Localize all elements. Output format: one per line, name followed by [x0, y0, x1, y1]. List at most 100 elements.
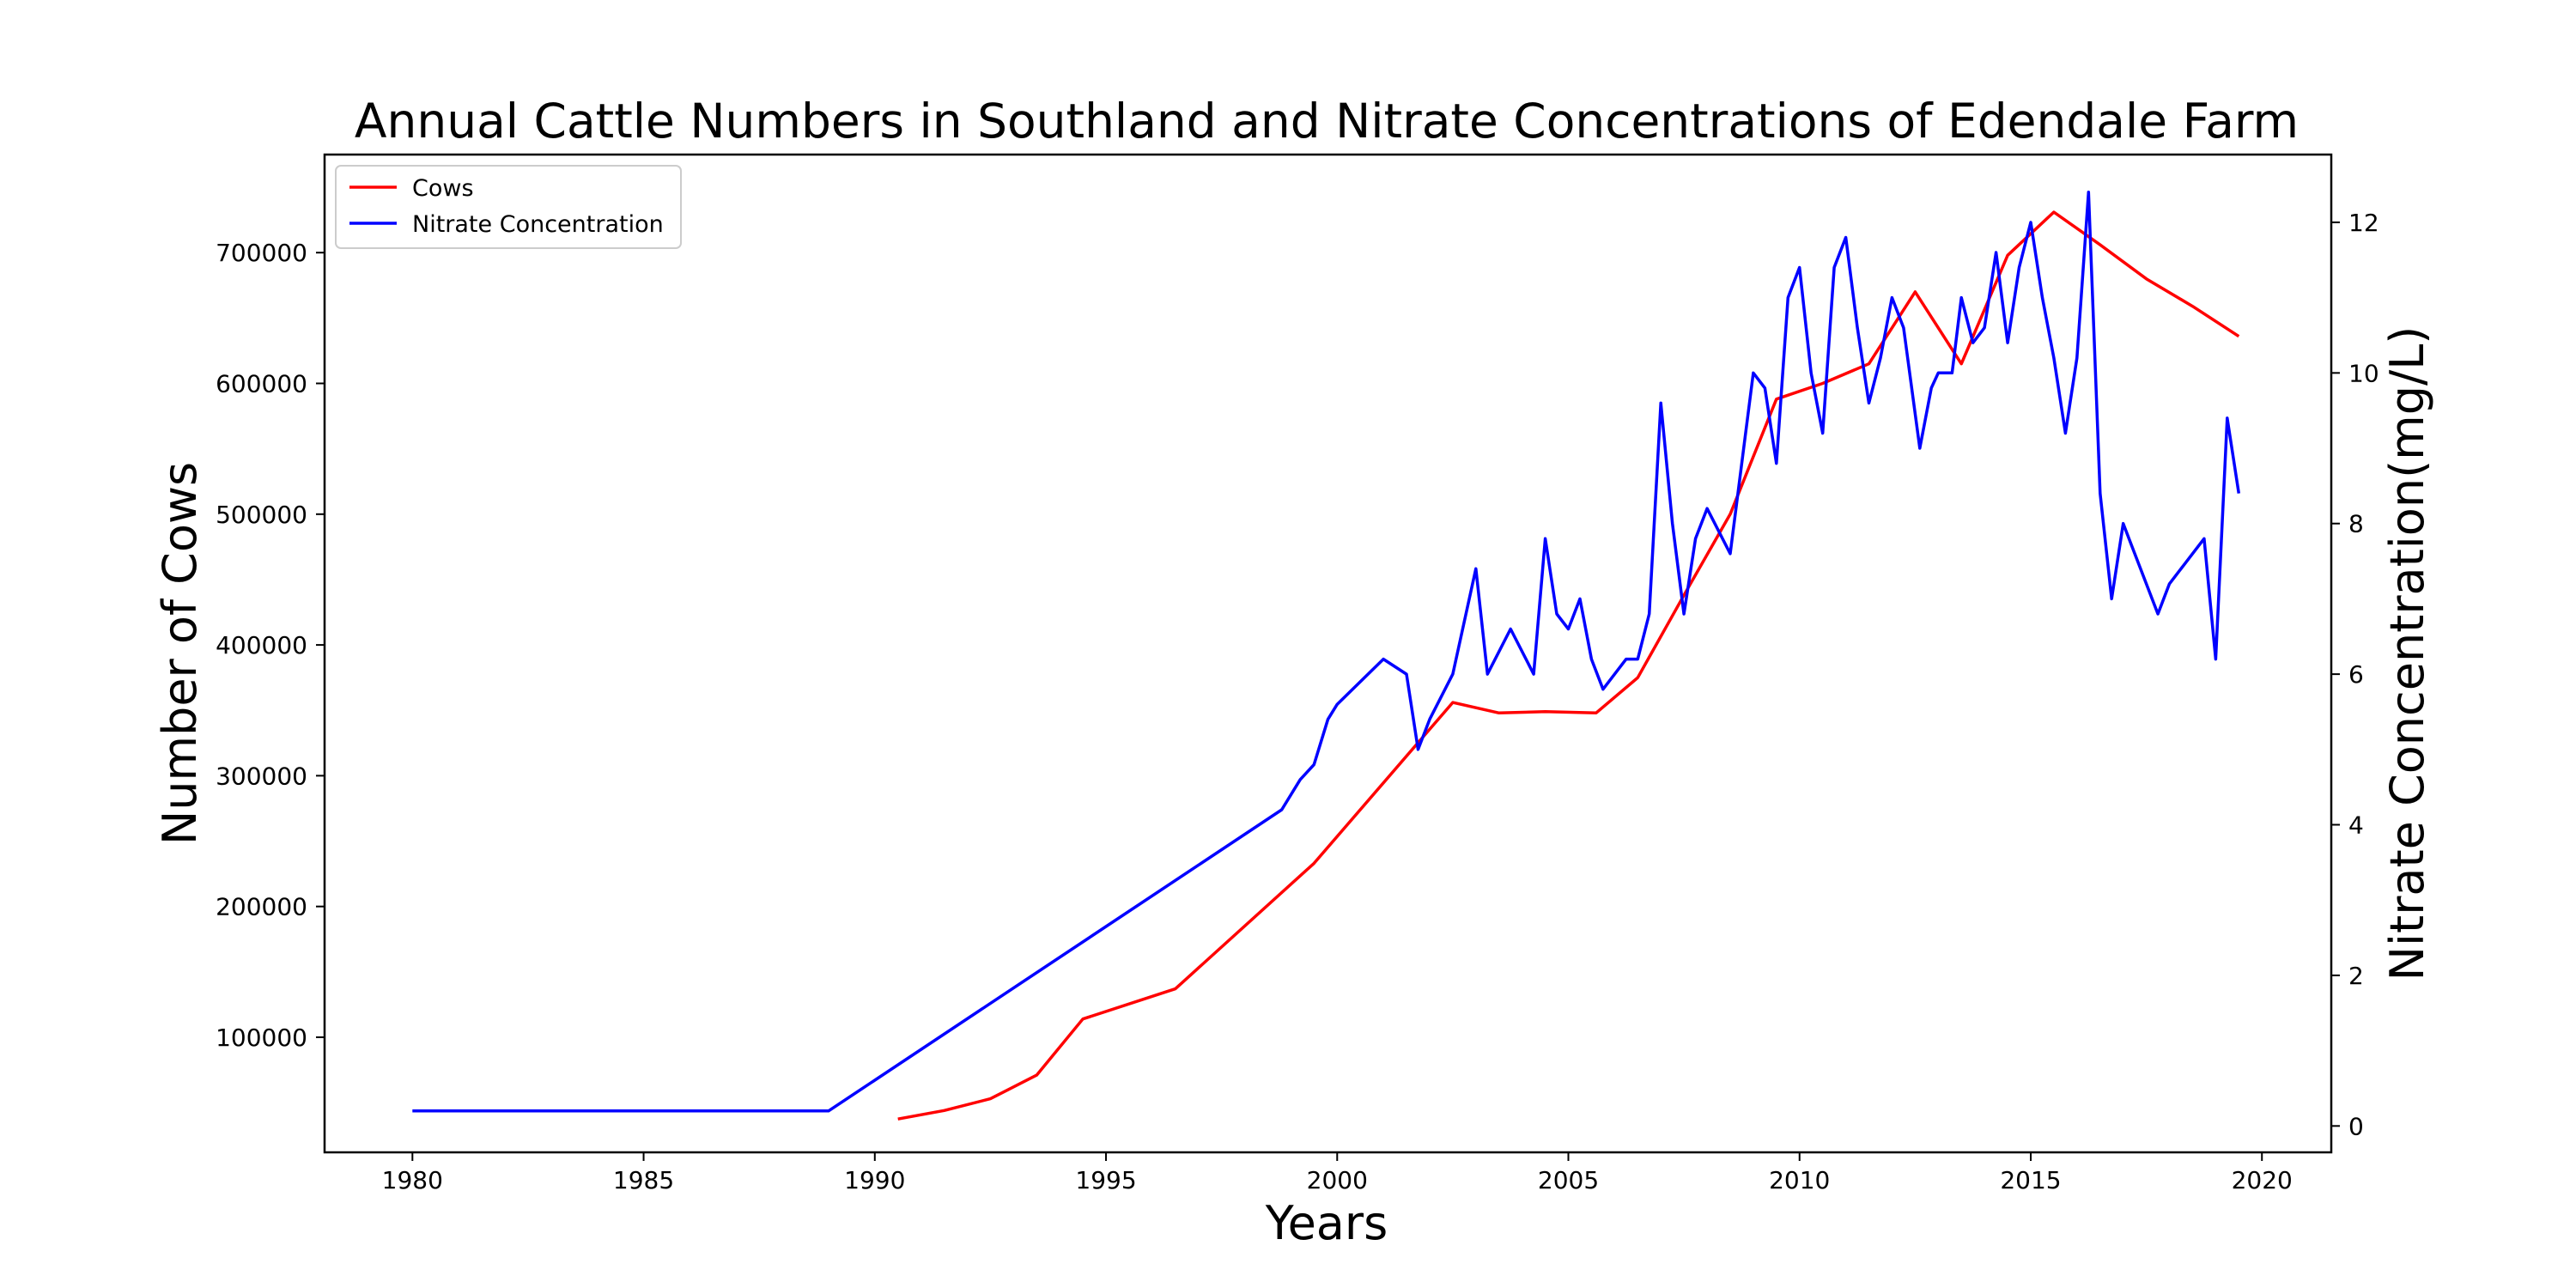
y-tick-label: 300000 — [216, 762, 307, 790]
data-point-nitrate-concentration — [1845, 236, 1847, 238]
data-point-cows — [2099, 244, 2101, 246]
data-point-nitrate-concentration — [1672, 523, 1674, 525]
data-point-nitrate-concentration — [1810, 372, 1812, 374]
legend-label-cows: Cows — [412, 175, 474, 202]
data-point-nitrate-concentration — [1382, 659, 1384, 660]
x-tick-label: 2010 — [1769, 1166, 1830, 1194]
data-point-nitrate-concentration — [411, 1110, 413, 1112]
data-point-nitrate-concentration — [2157, 613, 2159, 615]
chart-title: Annual Cattle Numbers in Southland and N… — [355, 94, 2299, 149]
x-tick-label: 2015 — [2000, 1166, 2061, 1194]
plot-lines — [411, 191, 2241, 1121]
data-point-nitrate-concentration — [1960, 297, 1962, 299]
y2-tick-label: 12 — [2348, 209, 2379, 237]
data-point-nitrate-concentration — [1972, 342, 1974, 343]
data-point-nitrate-concentration — [2227, 417, 2228, 419]
data-point-nitrate-concentration — [1919, 447, 1921, 449]
data-point-nitrate-concentration — [1510, 628, 1511, 629]
y2-tick-label: 4 — [2348, 811, 2364, 840]
y-tick-label: 200000 — [216, 893, 307, 921]
data-point-cows — [1452, 702, 1454, 703]
data-point-nitrate-concentration — [1776, 463, 1777, 465]
series-line-cows — [897, 210, 2240, 1121]
data-point-cows — [1683, 594, 1685, 596]
x-tick-label: 1980 — [382, 1166, 443, 1194]
data-point-cows — [1822, 383, 1824, 385]
data-point-cows — [1175, 988, 1176, 990]
data-point-cows — [2238, 336, 2239, 337]
data-point-cows — [1868, 363, 1870, 365]
y2-tick-label: 6 — [2348, 660, 2364, 689]
data-point-nitrate-concentration — [1930, 387, 1932, 389]
x-tick-label: 1995 — [1075, 1166, 1136, 1194]
data-point-nitrate-concentration — [2169, 583, 2171, 585]
data-point-nitrate-concentration — [2053, 357, 2055, 359]
data-point-nitrate-concentration — [2019, 267, 2020, 269]
y2-axis-ticks: 0 2 4 6 8 10 12 — [2331, 209, 2379, 1140]
data-point-nitrate-concentration — [2099, 493, 2101, 495]
y2-axis-label: Nitrate Concentration(mg/L) — [2380, 326, 2434, 981]
data-point-nitrate-concentration — [1299, 779, 1301, 781]
data-point-cows — [897, 1118, 899, 1120]
data-point-cows — [2007, 254, 2008, 256]
data-point-nitrate-concentration — [1903, 327, 1905, 329]
data-point-nitrate-concentration — [2111, 598, 2112, 599]
data-point-nitrate-concentration — [1937, 372, 1939, 374]
y-tick-label: 400000 — [216, 631, 307, 659]
data-point-cows — [1595, 712, 1597, 714]
x-tick-label: 1990 — [844, 1166, 905, 1194]
data-point-nitrate-concentration — [1695, 538, 1697, 539]
y-axis-ticks: 100000 200000 300000 400000 500000 600000 7000… — [216, 239, 325, 1052]
data-point-nitrate-concentration — [1637, 659, 1638, 660]
data-point-cows — [1036, 1074, 1037, 1076]
data-point-nitrate-concentration — [2064, 432, 2066, 434]
data-point-cows — [1498, 712, 1500, 714]
data-point-cows — [1637, 677, 1638, 678]
data-point-nitrate-concentration — [1706, 507, 1708, 509]
y-axis-label: Number of Cows — [153, 462, 207, 845]
legend-box — [335, 165, 682, 249]
data-point-nitrate-concentration — [1579, 598, 1581, 599]
data-point-nitrate-concentration — [1533, 673, 1534, 675]
data-point-cows — [1313, 862, 1315, 864]
series-line-nitrate-concentration — [412, 191, 2241, 1113]
data-point-cows — [1914, 291, 1916, 293]
data-point-cows — [2191, 306, 2193, 307]
data-point-cows — [1082, 1018, 1084, 1020]
data-point-nitrate-concentration — [1602, 689, 1604, 690]
x-tick-label: 2000 — [1307, 1166, 1368, 1194]
data-point-nitrate-concentration — [2007, 342, 2008, 343]
data-point-cows — [1960, 363, 1962, 365]
data-point-nitrate-concentration — [1753, 372, 1754, 374]
data-point-nitrate-concentration — [1868, 402, 1870, 404]
data-point-nitrate-concentration — [1545, 538, 1546, 539]
data-point-cows — [1545, 711, 1546, 713]
x-tick-label: 2005 — [1538, 1166, 1599, 1194]
data-point-nitrate-concentration — [1822, 432, 1824, 434]
y-tick-label: 600000 — [216, 370, 307, 398]
data-point-nitrate-concentration — [1729, 553, 1731, 555]
data-point-nitrate-concentration — [1568, 628, 1570, 629]
data-point-nitrate-concentration — [1336, 703, 1338, 705]
data-point-nitrate-concentration — [1556, 613, 1558, 615]
data-point-nitrate-concentration — [1313, 763, 1315, 765]
data-point-nitrate-concentration — [1486, 673, 1488, 675]
data-point-cows — [1729, 513, 1731, 515]
data-point-nitrate-concentration — [1951, 372, 1953, 374]
data-point-nitrate-concentration — [2087, 191, 2089, 193]
x-axis-ticks: 1980 1985 1990 1995 2000 2005 2010 2015 2020 — [382, 1152, 2293, 1194]
data-point-cows — [1776, 398, 1777, 400]
data-point-nitrate-concentration — [1613, 673, 1615, 675]
x-tick-label: 1985 — [613, 1166, 674, 1194]
data-point-nitrate-concentration — [1984, 327, 1985, 329]
legend: Cows Nitrate Concentration — [335, 165, 682, 249]
data-point-cows — [944, 1109, 945, 1111]
plot-frame — [323, 153, 2333, 1154]
y2-tick-label: 8 — [2348, 510, 2364, 538]
x-tick-label: 2020 — [2232, 1166, 2293, 1194]
y2-tick-label: 10 — [2348, 359, 2379, 387]
legend-label-nitrate: Nitrate Concentration — [412, 211, 664, 238]
y-tick-label: 700000 — [216, 239, 307, 267]
data-point-cows — [2053, 211, 2055, 213]
data-point-nitrate-concentration — [1660, 402, 1662, 404]
